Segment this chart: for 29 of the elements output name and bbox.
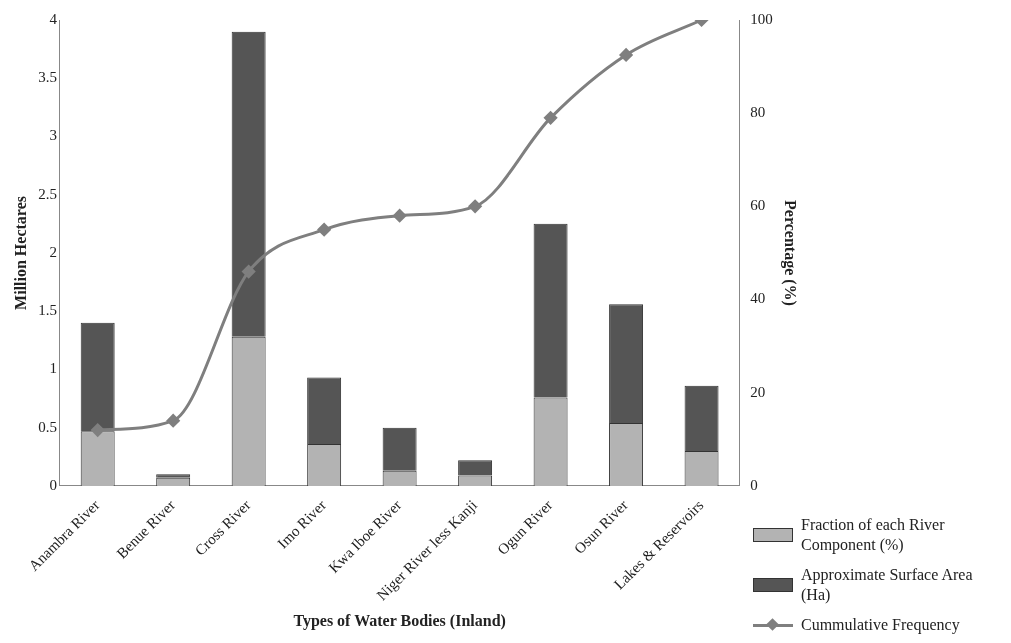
y2-tick-label: 20 [750, 383, 766, 400]
y-tick-label: 3.5 [38, 69, 57, 86]
y-axis-title: Million Hectares [11, 196, 29, 310]
point [242, 265, 256, 279]
legend-label: Cummulative Frequency [801, 615, 960, 635]
y-tick-label: 4 [49, 10, 58, 27]
y2-axis-title: Percentage (%) [781, 200, 800, 306]
y2-tick-label: 100 [750, 10, 773, 27]
y2-tick-label: 0 [750, 476, 758, 493]
y-tick-label: 1.5 [38, 302, 57, 319]
y2-tick-label: 60 [750, 197, 766, 214]
y-tick-label: 3 [49, 127, 57, 144]
point [317, 223, 331, 237]
y-tick-label: 2 [49, 243, 57, 260]
point [91, 423, 105, 437]
y-tick-label: 0 [49, 476, 57, 493]
y-tick-label: 2.5 [38, 185, 57, 202]
y2-tick-label: 40 [750, 290, 766, 307]
legend-label: Approximate Surface Area (Ha) [801, 565, 974, 605]
point [166, 414, 180, 428]
y-tick-label: 1 [49, 360, 57, 377]
y2-tick-label: 80 [750, 104, 766, 121]
x-axis-title: Types of Water Bodies (Inland) [293, 611, 506, 630]
point [619, 48, 633, 62]
y-tick-label: 0.5 [38, 418, 57, 435]
point [468, 199, 482, 213]
point [544, 111, 558, 125]
point [393, 209, 407, 223]
legend-label: Fraction of each River Component (%) [801, 515, 946, 555]
